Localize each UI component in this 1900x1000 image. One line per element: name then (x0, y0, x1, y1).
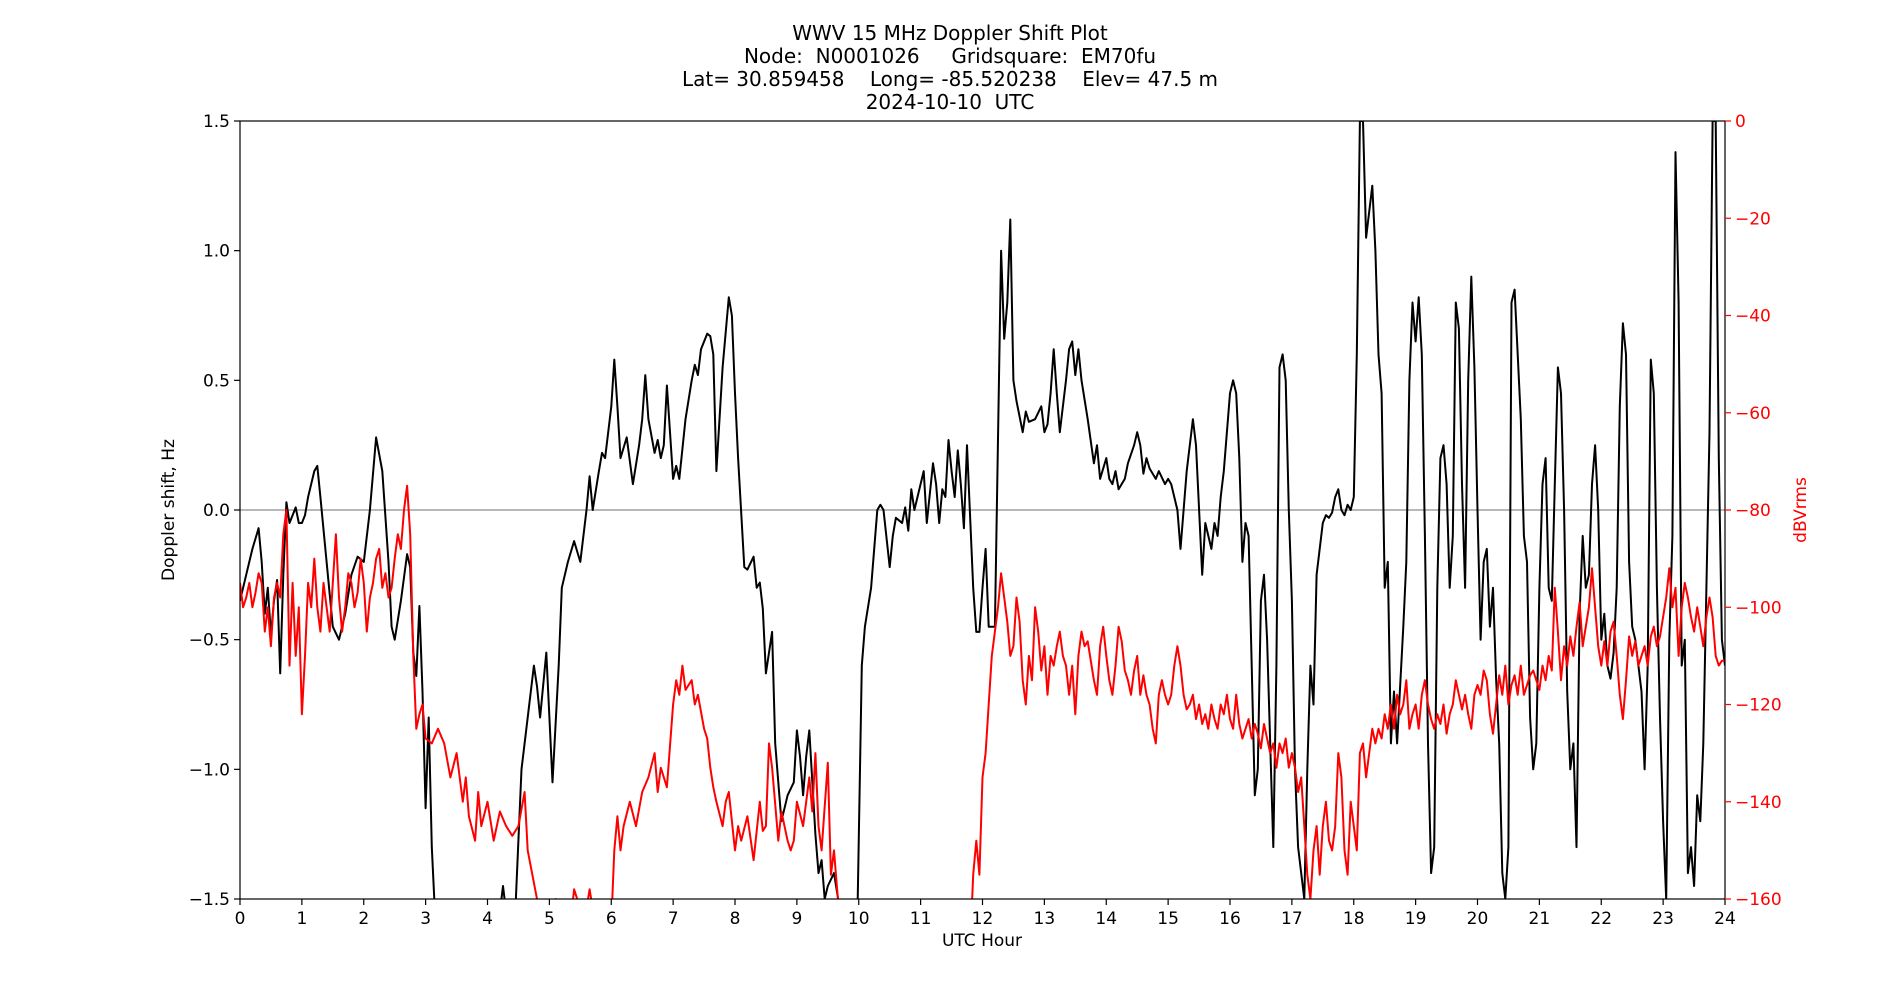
x-tick-label: 18 (1343, 909, 1365, 929)
y-tick-label: 0.0 (203, 501, 230, 521)
x-axis-label: UTC Hour (942, 931, 1022, 951)
x-tick-label: 22 (1590, 909, 1612, 929)
y2-tick-label: −80 (1735, 501, 1771, 521)
y-axis-label: Doppler shift, Hz (159, 439, 179, 581)
y2-tick-label: −60 (1735, 404, 1771, 424)
x-tick-label: 10 (848, 909, 870, 929)
x-tick-label: 9 (791, 909, 802, 929)
y-tick-label: −0.5 (189, 631, 230, 651)
x-tick-label: 1 (296, 909, 307, 929)
chart-subtitle-location: Lat= 30.859458 Long= -85.520238 Elev= 47… (681, 67, 1219, 91)
y2-tick-label: −40 (1735, 307, 1771, 327)
y2-tick-label: −20 (1735, 209, 1771, 229)
x-tick-label: 14 (1095, 909, 1117, 929)
chart-subtitle-node: Node: N0001026 Gridsquare: EM70fu (743, 44, 1157, 68)
x-tick-label: 17 (1281, 909, 1303, 929)
x-tick-label: 19 (1405, 909, 1427, 929)
x-tick-label: 5 (544, 909, 555, 929)
y-tick-label: −1.5 (189, 890, 230, 910)
doppler-shift-line (240, 121, 1725, 899)
y2-tick-label: 0 (1735, 112, 1746, 132)
chart-title: WWV 15 MHz Doppler Shift Plot (792, 21, 1108, 45)
chart-title-block: WWV 15 MHz Doppler Shift Plot Node: N000… (0, 22, 1900, 114)
x-tick-label: 2 (358, 909, 369, 929)
x-tick-label: 0 (235, 909, 246, 929)
x-tick-label: 15 (1157, 909, 1179, 929)
y2-axis-label: dBVrms (1791, 477, 1811, 543)
y2-tick-label: −100 (1735, 598, 1782, 618)
x-tick-label: 4 (482, 909, 493, 929)
x-tick-label: 8 (730, 909, 741, 929)
y2-tick-label: −140 (1735, 793, 1782, 813)
x-tick-label: 20 (1467, 909, 1489, 929)
x-tick-label: 16 (1219, 909, 1241, 929)
y2-tick-label: −160 (1735, 890, 1782, 910)
x-tick-label: 3 (420, 909, 431, 929)
y-tick-label: −1.0 (189, 760, 230, 780)
x-tick-label: 23 (1652, 909, 1674, 929)
x-tick-label: 13 (1034, 909, 1056, 929)
chart-subtitle-date: 2024-10-10 UTC (865, 90, 1035, 114)
x-tick-label: 12 (972, 909, 994, 929)
y-tick-label: 1.0 (203, 242, 230, 262)
x-tick-label: 24 (1714, 909, 1736, 929)
x-tick-label: 6 (606, 909, 617, 929)
y-tick-label: 1.5 (203, 112, 230, 132)
y-tick-label: 0.5 (203, 371, 230, 391)
y2-tick-label: −120 (1735, 696, 1782, 716)
x-tick-label: 21 (1529, 909, 1551, 929)
x-tick-label: 11 (910, 909, 932, 929)
signal-level-line (240, 484, 1725, 899)
x-tick-label: 7 (668, 909, 679, 929)
